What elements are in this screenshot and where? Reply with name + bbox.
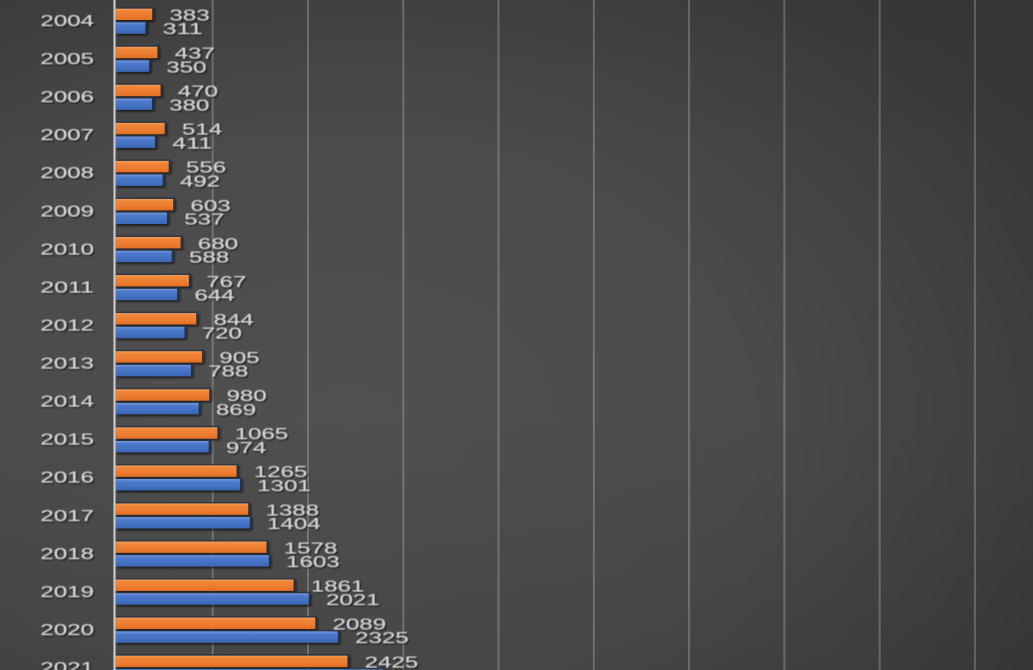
svg-text:2012: 2012 <box>40 317 94 334</box>
svg-text:603: 603 <box>190 198 231 215</box>
svg-text:2016: 2016 <box>40 470 94 487</box>
svg-text:1301: 1301 <box>257 478 311 495</box>
svg-text:411: 411 <box>172 135 213 152</box>
svg-text:2004: 2004 <box>40 13 94 30</box>
svg-text:1065: 1065 <box>235 426 289 443</box>
svg-text:2015: 2015 <box>40 432 94 449</box>
svg-text:2021: 2021 <box>40 660 94 670</box>
svg-text:980: 980 <box>226 388 267 405</box>
svg-text:1265: 1265 <box>254 464 308 481</box>
svg-text:492: 492 <box>180 173 220 190</box>
svg-text:1388: 1388 <box>265 502 319 519</box>
svg-text:844: 844 <box>213 312 254 329</box>
svg-text:2009: 2009 <box>40 203 94 220</box>
svg-text:588: 588 <box>189 250 230 267</box>
svg-text:1603: 1603 <box>286 554 340 571</box>
svg-text:680: 680 <box>198 236 239 253</box>
svg-text:2010: 2010 <box>40 241 94 258</box>
svg-text:2018: 2018 <box>40 546 94 563</box>
svg-text:2020: 2020 <box>40 622 94 639</box>
svg-text:2014: 2014 <box>40 394 94 411</box>
svg-text:974: 974 <box>226 440 267 457</box>
svg-text:2005: 2005 <box>40 51 94 68</box>
svg-text:383: 383 <box>169 8 210 25</box>
svg-text:514: 514 <box>182 122 223 139</box>
svg-text:2006: 2006 <box>40 89 94 106</box>
svg-text:350: 350 <box>166 59 207 76</box>
svg-text:767: 767 <box>206 274 246 291</box>
svg-text:470: 470 <box>178 84 219 101</box>
svg-text:2021: 2021 <box>326 592 380 609</box>
svg-text:2007: 2007 <box>40 127 94 144</box>
svg-text:1404: 1404 <box>267 516 321 533</box>
svg-text:437: 437 <box>175 46 215 63</box>
svg-text:311: 311 <box>163 21 204 38</box>
svg-text:2008: 2008 <box>40 165 94 182</box>
svg-text:2089: 2089 <box>333 616 387 633</box>
svg-text:1861: 1861 <box>311 578 365 595</box>
svg-text:2017: 2017 <box>40 508 94 525</box>
svg-text:2425: 2425 <box>365 655 419 670</box>
svg-text:905: 905 <box>219 350 260 367</box>
svg-text:1578: 1578 <box>284 540 338 557</box>
svg-text:537: 537 <box>184 212 224 229</box>
svg-text:2019: 2019 <box>40 584 94 601</box>
svg-text:556: 556 <box>186 160 227 177</box>
svg-text:644: 644 <box>194 288 235 305</box>
svg-text:380: 380 <box>169 97 210 114</box>
svg-text:2013: 2013 <box>40 356 94 373</box>
svg-text:788: 788 <box>208 364 249 381</box>
svg-text:2325: 2325 <box>355 630 409 647</box>
svg-text:720: 720 <box>202 326 243 343</box>
svg-text:869: 869 <box>216 402 257 419</box>
svg-text:2011: 2011 <box>40 279 94 296</box>
